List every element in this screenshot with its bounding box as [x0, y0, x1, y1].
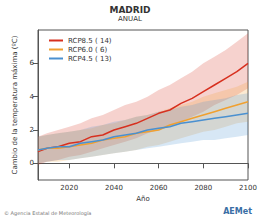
- svg-text:RCP6.0 ( 6): RCP6.0 ( 6): [68, 46, 107, 54]
- svg-text:RCP8.5 ( 14): RCP8.5 ( 14): [68, 37, 112, 45]
- svg-text:© Agencia Estatal de Meteorolo: © Agencia Estatal de Meteorología: [4, 210, 91, 217]
- svg-text:2: 2: [30, 126, 34, 134]
- svg-text:2020: 2020: [60, 184, 78, 192]
- svg-text:AEMet: AEMet: [223, 207, 252, 216]
- svg-text:ANUAL: ANUAL: [118, 15, 142, 23]
- svg-text:6: 6: [30, 59, 35, 67]
- svg-text:2040: 2040: [105, 184, 123, 192]
- svg-text:2060: 2060: [150, 184, 168, 192]
- svg-text:4: 4: [30, 93, 35, 101]
- svg-text:RCP4.5 ( 13): RCP4.5 ( 13): [68, 55, 112, 63]
- svg-text:MADRID: MADRID: [109, 5, 150, 15]
- svg-text:Año: Año: [136, 195, 150, 203]
- svg-text:0: 0: [30, 159, 34, 167]
- svg-text:Cambio de la temperatura máxim: Cambio de la temperatura máxima (ºC): [11, 35, 19, 174]
- svg-text:2100: 2100: [239, 184, 257, 192]
- svg-text:2080: 2080: [194, 184, 212, 192]
